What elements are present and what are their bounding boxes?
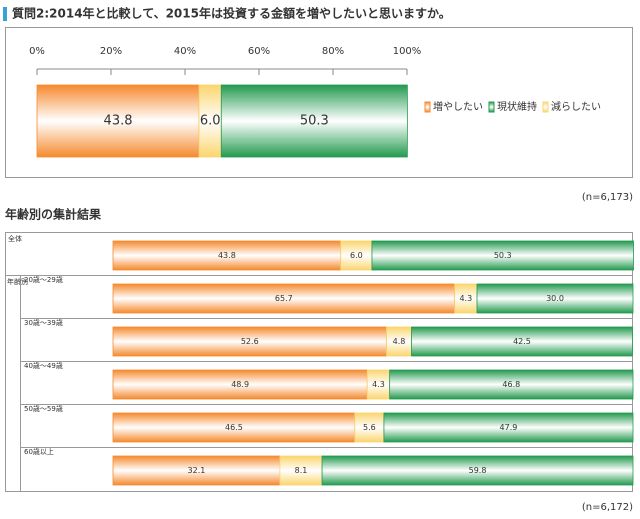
x-tick-label: 20%: [100, 46, 122, 57]
value-label: 47.9: [500, 423, 518, 432]
bar-segment: [386, 326, 412, 357]
bar-segment: [371, 240, 634, 271]
value-label: 59.8: [469, 466, 487, 475]
value-label: 6.0: [350, 251, 363, 260]
x-tick-label: 40%: [174, 46, 196, 57]
note: (n=6,173): [582, 192, 633, 203]
value-label: 6.0: [200, 114, 221, 129]
bar-segment: [112, 326, 387, 357]
row-label: 30歳～39歳: [24, 318, 63, 327]
legend-label: 現状維持: [497, 100, 537, 113]
row-label: 20歳～29歳: [24, 275, 63, 284]
x-tick-label: 100%: [393, 46, 422, 57]
value-label: 52.6: [241, 337, 259, 346]
value-label: 65.7: [275, 294, 293, 303]
row-label: 全体: [8, 234, 22, 243]
row-label: 40歳～49歳: [24, 361, 63, 370]
legend-label: 減らしたい: [551, 100, 601, 113]
value-label: 32.1: [188, 466, 206, 475]
bar-segment: [389, 369, 634, 400]
bar-segment: [411, 326, 633, 357]
legend-label: 増やしたい: [433, 100, 483, 113]
value-label: 43.8: [104, 114, 133, 129]
bar-segment: [354, 412, 385, 443]
chart-title: 年齢別の集計結果: [5, 207, 101, 222]
bar-segment: [220, 84, 408, 158]
bar-segment: [112, 369, 368, 400]
x-tick-label: 80%: [322, 46, 344, 57]
value-label: 4.3: [459, 294, 472, 303]
value-label: 30.0: [546, 294, 564, 303]
title-marker: [3, 7, 7, 21]
bar-segment: [112, 412, 356, 443]
bar-segment: [476, 283, 634, 314]
legend-swatch: [542, 101, 549, 113]
bar-segment: [112, 283, 456, 314]
bar-segment: [36, 84, 200, 158]
value-label: 43.8: [218, 251, 236, 260]
row-label: 60歳以上: [24, 447, 54, 456]
legend-swatch: [424, 101, 431, 113]
x-tick-label: 0%: [29, 46, 45, 57]
bar-segment: [383, 412, 634, 443]
value-label: 8.1: [295, 466, 308, 475]
value-label: 50.3: [494, 251, 512, 260]
bar-segment: [340, 240, 373, 271]
value-label: 46.8: [502, 380, 520, 389]
row-label: 50歳～59歳: [24, 404, 63, 413]
value-label: 48.9: [231, 380, 249, 389]
bar-segment: [279, 455, 323, 486]
value-label: 50.3: [300, 114, 329, 129]
group-label: 年齢別: [7, 277, 28, 286]
note: (n=6,172): [582, 502, 633, 513]
value-label: 4.3: [372, 380, 385, 389]
chart-frame: [5, 27, 633, 178]
bar-segment: [321, 455, 634, 486]
x-tick-label: 60%: [248, 46, 270, 57]
bar-segment: [112, 240, 342, 271]
legend-swatch: [488, 101, 495, 113]
chart-title: 質問2:2014年と比較して、2015年は投資する金額を増やしたいと思いますか。: [12, 6, 451, 21]
value-label: 4.8: [393, 337, 406, 346]
value-label: 46.5: [225, 423, 243, 432]
value-label: 42.5: [513, 337, 531, 346]
value-label: 5.6: [363, 423, 376, 432]
